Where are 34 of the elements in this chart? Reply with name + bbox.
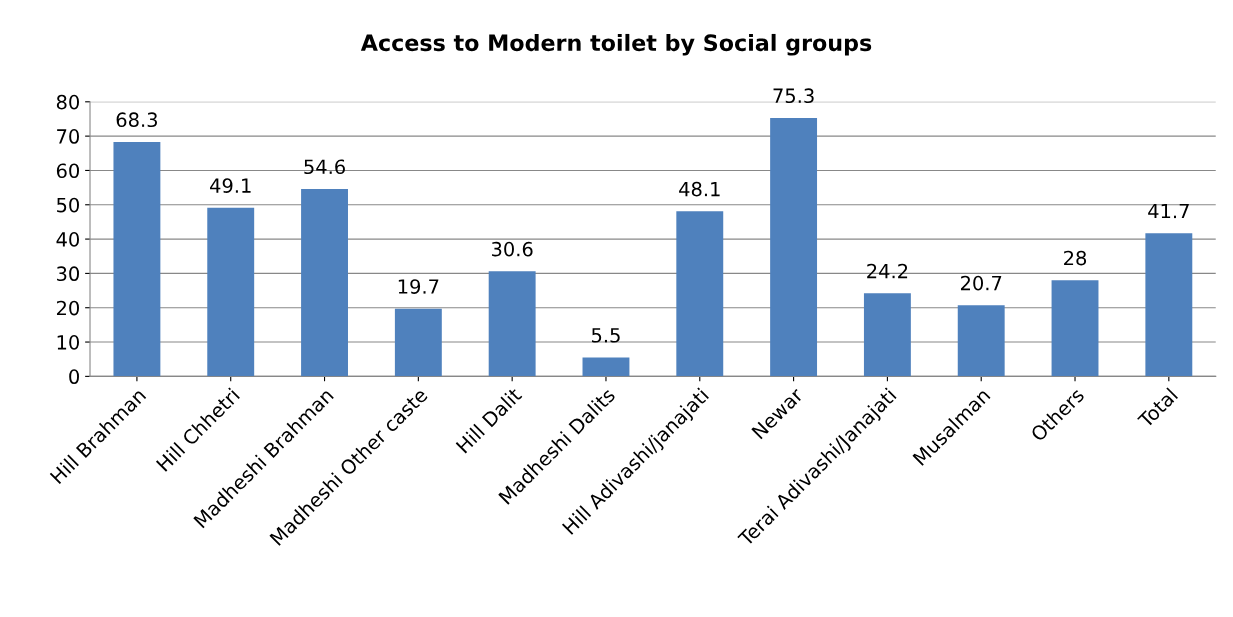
bar: [770, 117, 818, 377]
data-label: 28: [1064, 250, 1087, 266]
bar: [207, 207, 255, 377]
data-label: 19.7: [398, 279, 439, 294]
bar: [957, 305, 1005, 377]
bar: [113, 141, 161, 377]
bar: [488, 271, 536, 377]
data-label: 48.1: [679, 181, 720, 197]
bar: [1145, 233, 1193, 377]
data-label: 30.6: [491, 241, 533, 257]
bar: [394, 308, 442, 377]
y-tick-label: 50: [57, 197, 79, 213]
bar: [582, 357, 630, 377]
bar: [863, 293, 911, 377]
data-label: 54.6: [304, 159, 345, 175]
bar: [676, 211, 724, 377]
y-tick-label: 30: [57, 266, 79, 282]
y-tick-label: 20: [56, 300, 79, 316]
data-label: 41.7: [1148, 203, 1189, 219]
data-label: 20.7: [960, 275, 1002, 291]
data-label: 49.1: [210, 178, 251, 193]
data-label: 5.5: [592, 328, 620, 343]
bar: [301, 188, 348, 377]
bar: [1051, 280, 1099, 377]
y-tick-label: 80: [56, 94, 79, 110]
chart-title: Access to Modern toilet by Social groups: [360, 33, 872, 56]
y-tick-label: 70: [57, 129, 79, 144]
y-tick-label: 40: [56, 232, 79, 247]
y-tick-label: 0: [69, 369, 79, 385]
data-label: 68.3: [116, 112, 157, 128]
y-tick-label: 10: [57, 335, 79, 350]
y-tick-label: 60: [56, 163, 79, 179]
data-label: 75.3: [773, 88, 814, 104]
data-label: 24.2: [867, 263, 908, 279]
